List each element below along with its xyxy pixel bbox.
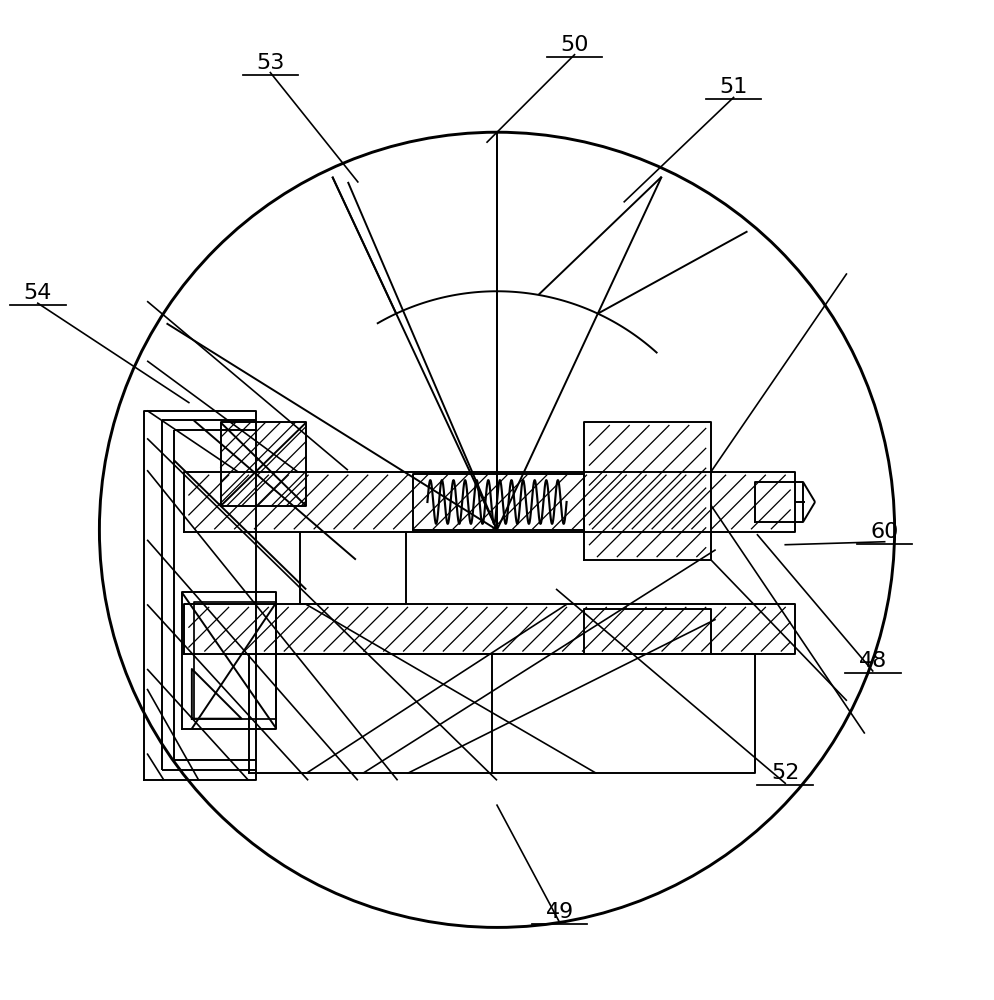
Text: 53: 53 [256, 53, 284, 73]
Text: 48: 48 [859, 651, 887, 671]
Text: 51: 51 [720, 77, 747, 97]
Text: 52: 52 [771, 763, 799, 783]
Text: 49: 49 [546, 902, 574, 922]
Text: 60: 60 [871, 522, 899, 542]
Text: 54: 54 [24, 283, 52, 303]
Text: 50: 50 [561, 35, 588, 55]
